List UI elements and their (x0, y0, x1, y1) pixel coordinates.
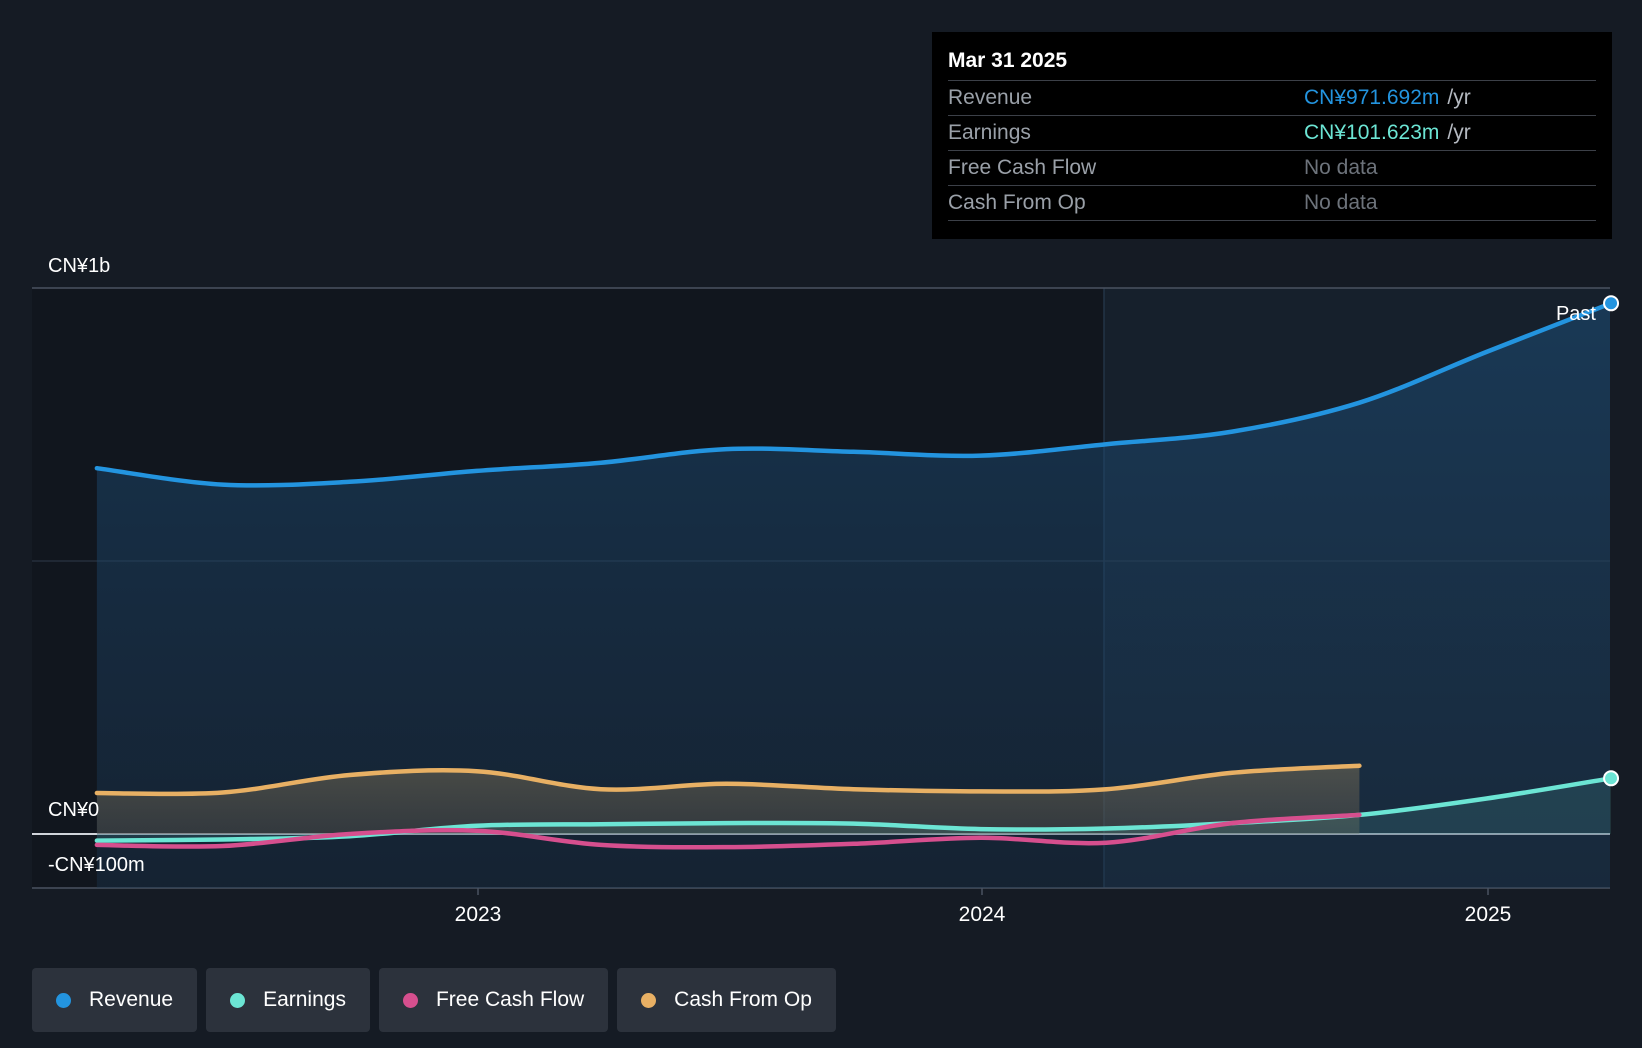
tooltip-label: Cash From Op (948, 191, 1086, 214)
x-tick-label: 2024 (959, 903, 1006, 926)
cash-from-op-dot-icon (641, 992, 657, 1008)
tooltip-value: No data (1304, 191, 1378, 214)
legend-item-earnings[interactable]: Earnings (206, 968, 370, 1032)
legend: Revenue Earnings Free Cash Flow Cash Fro… (32, 968, 836, 1032)
earnings-dot-icon (230, 992, 246, 1008)
tooltip-panel: Mar 31 2025 Revenue CN¥971.692m /yr Earn… (932, 32, 1612, 239)
legend-label: Free Cash Flow (435, 988, 585, 1011)
tooltip-row-cash-from-op: Cash From Op No data (948, 185, 1596, 221)
y-label-neg100m: -CN¥100m (48, 854, 145, 876)
tooltip-value: CN¥971.692m (1304, 86, 1440, 109)
tooltip-row-free-cash-flow: Free Cash Flow No data (948, 150, 1596, 185)
free-cash-flow-dot-icon (402, 992, 418, 1008)
revenue-dot-icon (56, 992, 71, 1008)
y-label-0: CN¥0 (48, 799, 99, 821)
revenue-line (94, 301, 1614, 488)
tooltip-row-revenue: Revenue CN¥971.692m /yr (948, 80, 1596, 115)
cash-from-op-area (96, 765, 1360, 834)
legend-item-revenue[interactable]: Revenue (32, 968, 198, 1032)
tooltip-value: No data (1304, 156, 1378, 179)
legend-label: Revenue (89, 988, 174, 1011)
tooltip-row-earnings: Earnings CN¥101.623m /yr (948, 115, 1596, 150)
tooltip-date: Mar 31 2025 (948, 49, 1068, 72)
tooltip-unit: /yr (1447, 121, 1471, 144)
free-cash-flow-line (94, 812, 1362, 850)
cash-from-op-line (94, 763, 1362, 797)
tooltip-label: Free Cash Flow (948, 156, 1097, 179)
past-label: Past (1556, 303, 1596, 325)
x-tick-label: 2025 (1465, 903, 1512, 926)
tooltip-unit: /yr (1447, 86, 1471, 109)
legend-item-cash-from-op[interactable]: Cash From Op (617, 968, 836, 1032)
revenue-area (96, 303, 1611, 888)
revenue-end-point[interactable] (1603, 295, 1620, 312)
legend-label: Earnings (263, 988, 346, 1011)
tooltip-label: Earnings (948, 121, 1031, 144)
x-tick-label: 2023 (455, 903, 502, 926)
y-label-1b: CN¥1b (48, 255, 110, 277)
legend-label: Cash From Op (674, 988, 812, 1011)
earnings-end-point[interactable] (1603, 770, 1620, 787)
tooltip-value: CN¥101.623m (1304, 121, 1440, 144)
tooltip-label: Revenue (948, 86, 1033, 109)
legend-item-free-cash-flow[interactable]: Free Cash Flow (378, 968, 609, 1032)
